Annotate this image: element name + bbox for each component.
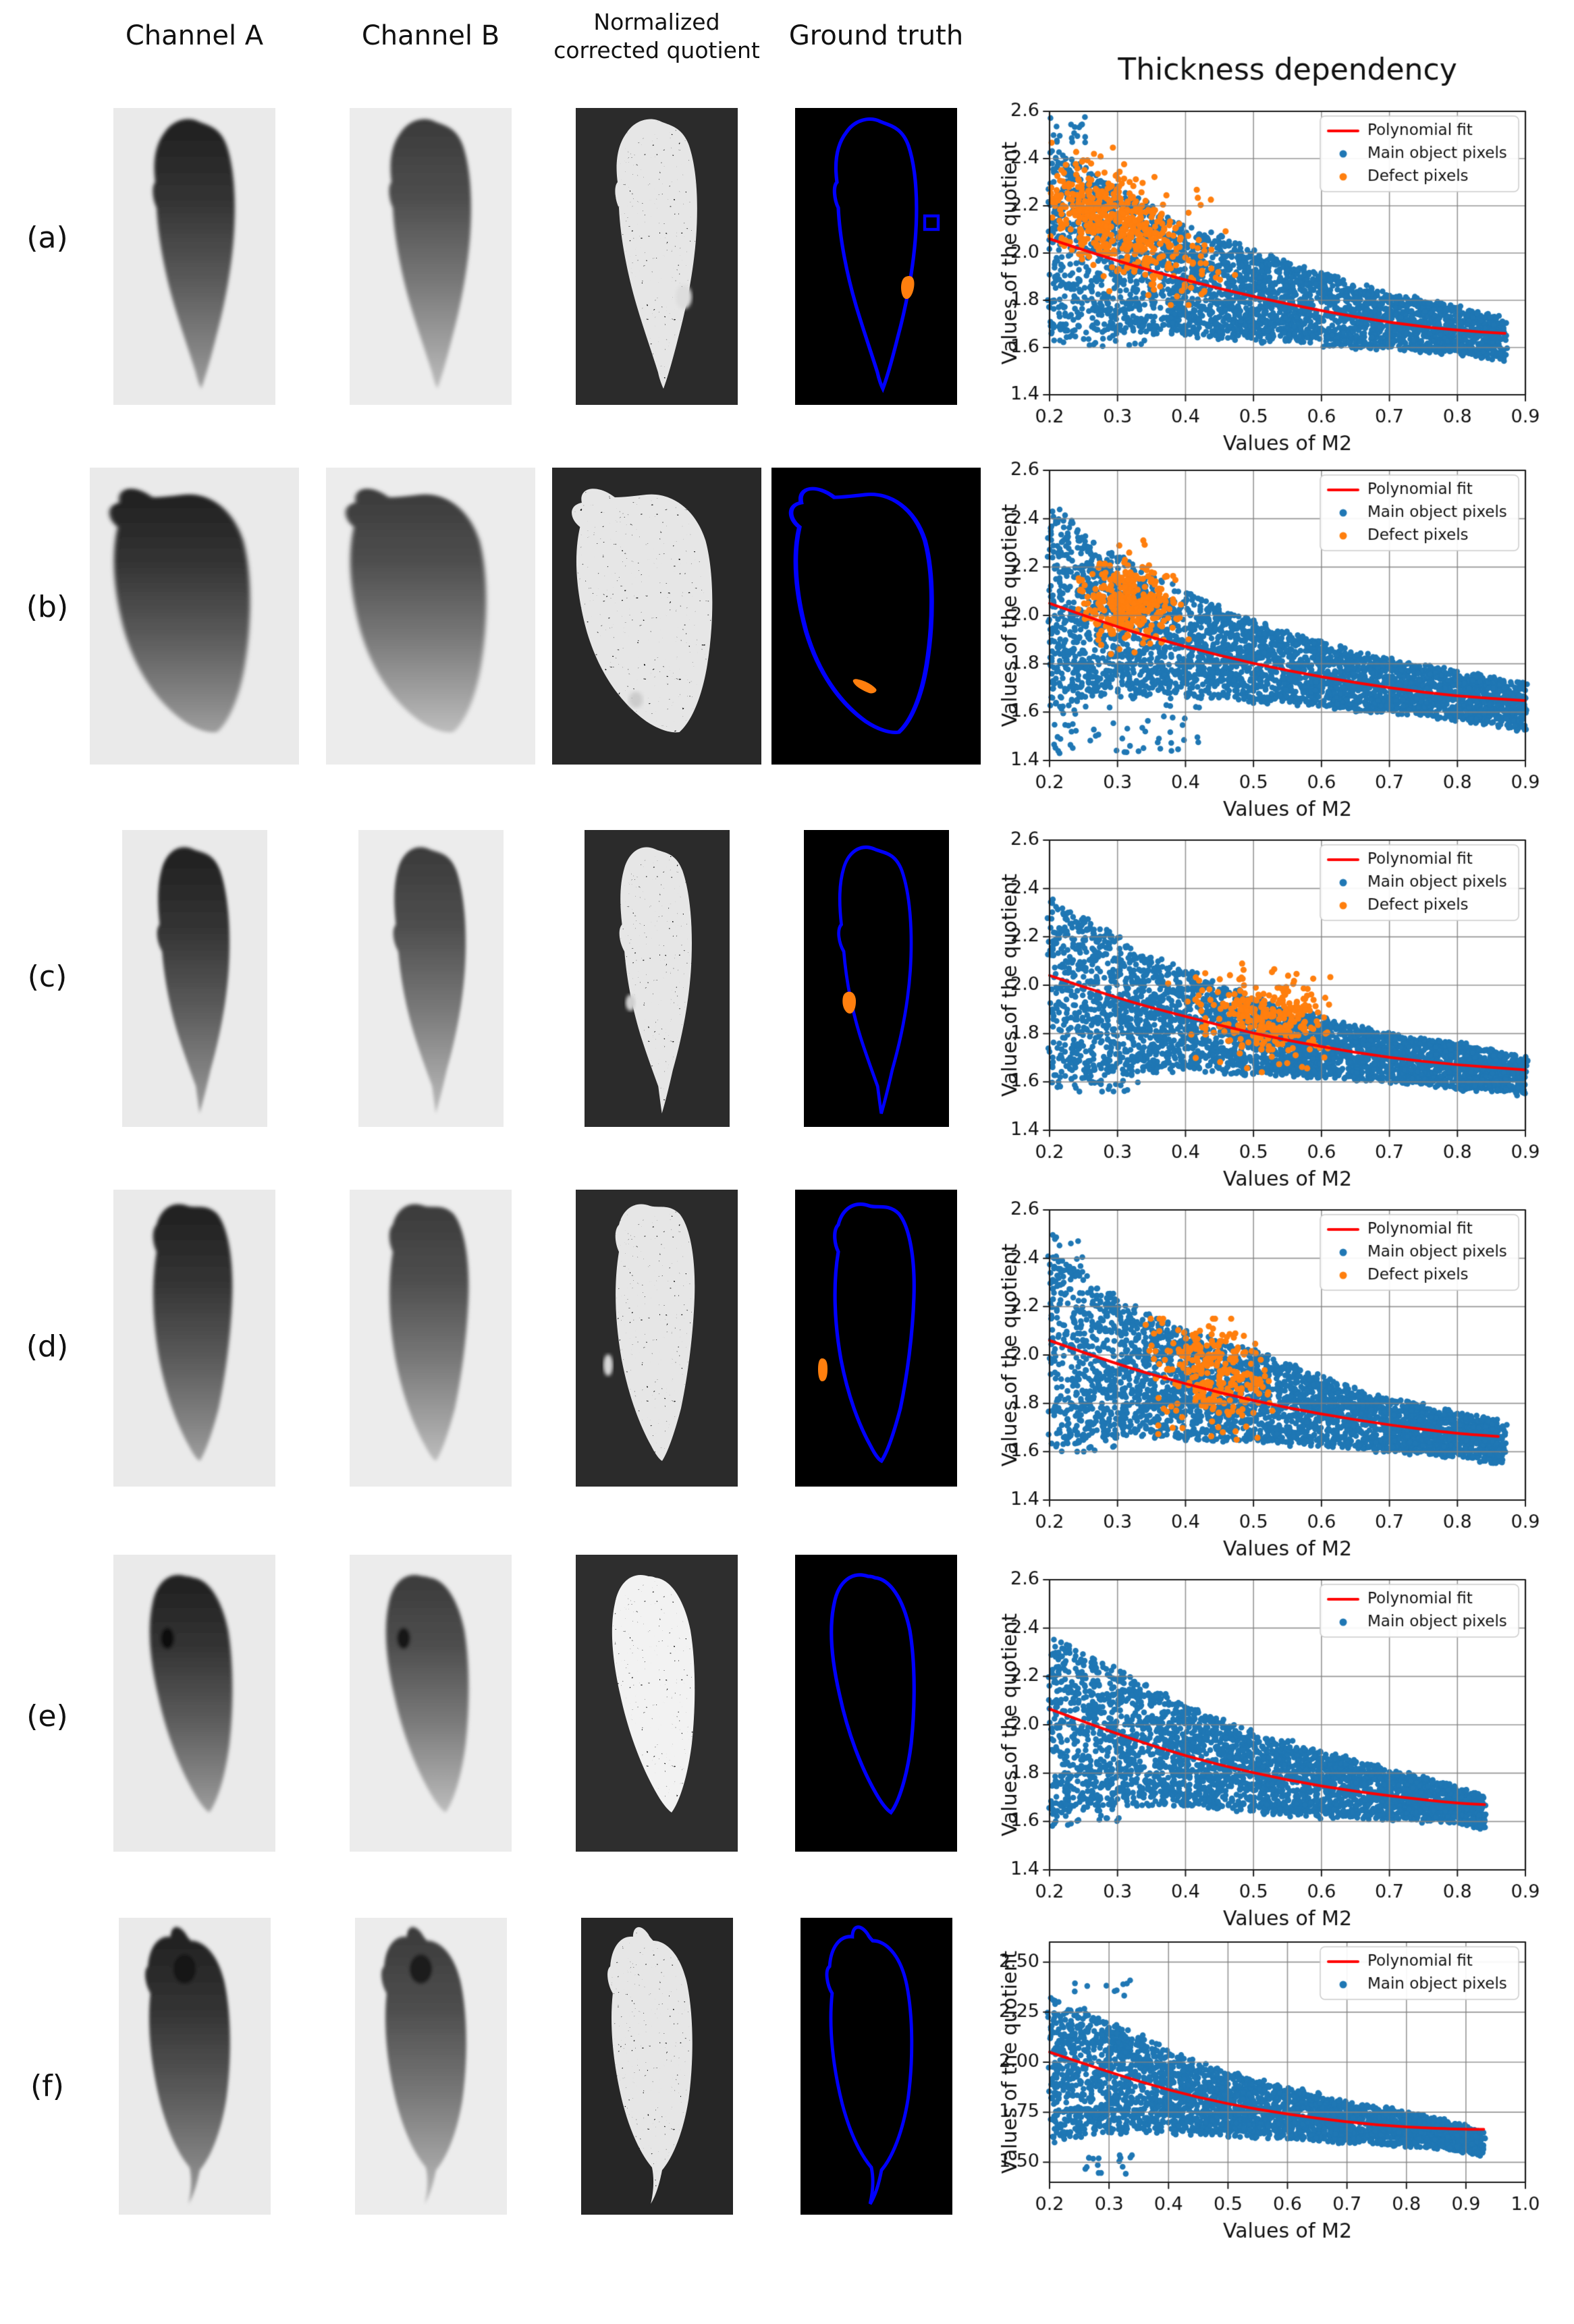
channel-a-image [119, 1918, 271, 2215]
ground-truth-image [795, 1190, 957, 1487]
column-header-ground-truth: Ground truth [788, 20, 964, 51]
channel-b-image [350, 1190, 512, 1487]
normalized-quotient-image [576, 1190, 738, 1487]
defect-region [901, 275, 915, 300]
channel-a-image [122, 830, 267, 1127]
defect-region [818, 1358, 827, 1381]
ground-truth-image [795, 1555, 957, 1852]
channel-a-image [113, 108, 275, 405]
thickness-dependency-plot [985, 1153, 1574, 1584]
figure-row-f: (f) [0, 1892, 1574, 2324]
channel-b-image [350, 1555, 512, 1852]
channel-b-image [326, 468, 535, 765]
normalized-quotient-image [552, 468, 761, 765]
page: { "header": { "channel_a": "Channel A", … [0, 8, 1574, 2324]
channel-b-image [355, 1918, 507, 2215]
column-header-channel-b: Channel B [361, 20, 500, 51]
row-label: (c) [27, 960, 67, 994]
defect-region [852, 679, 877, 694]
figure-row-b: (b) [0, 413, 1574, 845]
column-header-quotient-line1: Normalized [593, 9, 720, 35]
normalized-quotient-image [576, 1555, 738, 1852]
row-label: (a) [26, 221, 68, 255]
thickness-dependency-plot [985, 413, 1574, 845]
ground-truth-image [800, 1918, 952, 2215]
column-header-channel-a: Channel A [125, 20, 264, 51]
channel-b-image [358, 830, 504, 1127]
row-label: (d) [26, 1329, 69, 1364]
contour-loop [923, 214, 940, 231]
column-header-quotient: Normalized corrected quotient [542, 8, 771, 65]
figure-row-e: (e) [0, 1522, 1574, 1954]
channel-b-image [350, 108, 512, 405]
figure-row-c: (c) [0, 783, 1574, 1215]
column-header-quotient-line2: corrected quotient [553, 37, 760, 63]
ground-truth-image [795, 108, 957, 405]
ground-truth-image [804, 830, 949, 1127]
figure-row-a: (a) [0, 44, 1574, 476]
ground-truth-image [771, 468, 981, 765]
thickness-dependency-plot [985, 1522, 1574, 1954]
normalized-quotient-image [576, 108, 738, 405]
row-label: (b) [26, 590, 69, 624]
thickness-dependency-plot [985, 1892, 1574, 2324]
row-label: (f) [30, 2069, 64, 2103]
thickness-dependency-plot [985, 44, 1574, 476]
normalized-quotient-image [581, 1918, 733, 2215]
normalized-quotient-image [585, 830, 730, 1127]
thickness-dependency-plot [985, 783, 1574, 1215]
defect-region [842, 991, 857, 1014]
channel-a-image [90, 468, 299, 765]
channel-a-image [113, 1190, 275, 1487]
channel-a-image [113, 1555, 275, 1852]
row-label: (e) [26, 1699, 68, 1734]
figure-row-d: (d) [0, 1153, 1574, 1584]
